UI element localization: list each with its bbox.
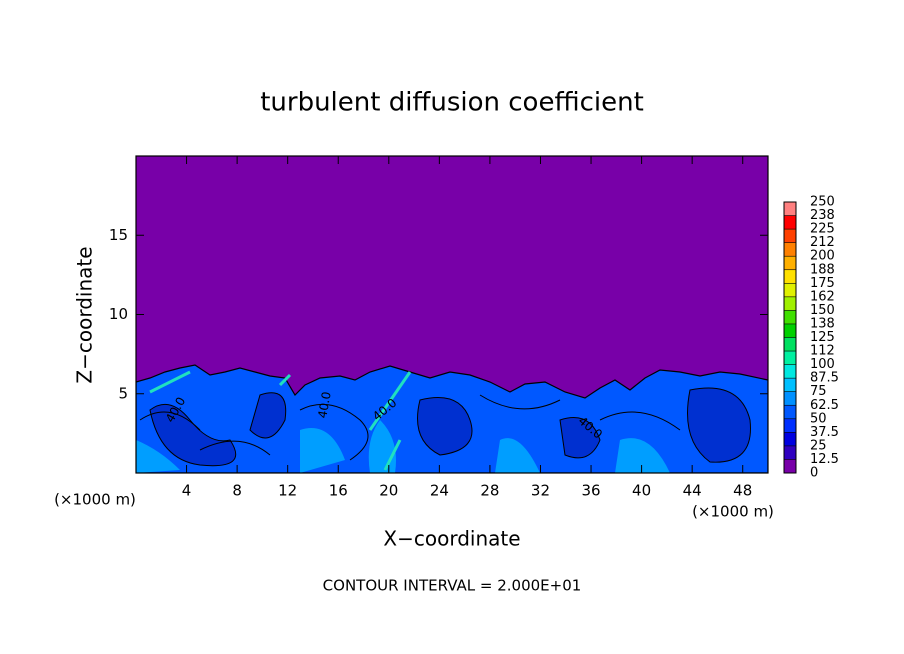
colorbar-bin (784, 459, 796, 473)
colorbar-label: 25 (810, 438, 827, 453)
y-tick-label: 5 (118, 384, 128, 402)
colorbar-label: 87.5 (810, 371, 839, 386)
x-axis-label: X−coordinate (383, 527, 520, 551)
y-unit: (×1000 m) (54, 491, 136, 509)
colorbar-label: 112 (810, 344, 835, 359)
colorbar-bin (784, 229, 796, 243)
colorbar-label: 100 (810, 357, 835, 372)
x-tick-label: 8 (232, 482, 242, 500)
x-tick-label: 32 (531, 482, 550, 500)
colorbar-label: 212 (810, 235, 835, 250)
colorbar-label: 188 (810, 262, 835, 277)
colorbar-bin (784, 202, 796, 216)
colorbar-label: 0 (810, 466, 818, 481)
colorbar-bin (784, 310, 796, 324)
colorbar-bin (784, 432, 796, 446)
x-tick-label: 24 (430, 482, 449, 500)
colorbar-label: 75 (810, 384, 827, 399)
colorbar-bin (784, 215, 796, 230)
colorbar-bin (784, 283, 796, 297)
contour-label: 40.0 (315, 391, 333, 420)
colorbar-bin (784, 391, 796, 406)
colorbar-label: 175 (810, 276, 835, 291)
colorbar-bin (784, 351, 796, 365)
colorbar-bin (784, 256, 796, 270)
cyan-streak (149, 370, 412, 471)
colorbar-bin (784, 242, 796, 257)
x-tick-label: 48 (733, 482, 752, 500)
contour-line (139, 394, 681, 461)
x-tick-label: 28 (480, 482, 499, 500)
colorbar-label: 12.5 (810, 452, 839, 467)
colorbar-label: 200 (810, 249, 835, 264)
x-tick-label: 44 (683, 482, 702, 500)
colorbar-bin (784, 445, 796, 460)
colorbar-label: 37.5 (810, 425, 839, 440)
x-tick-label: 40 (632, 482, 651, 500)
colorbar-bin (784, 296, 796, 311)
light-patch (136, 420, 670, 473)
y-tick-label: 15 (109, 226, 128, 244)
colorbar-bin (784, 269, 796, 284)
colorbar-label: 62.5 (810, 398, 839, 413)
y-tick-label: 10 (109, 305, 128, 323)
chart-title: turbulent diffusion coefficient (260, 88, 644, 118)
colorbar-label: 138 (810, 316, 835, 331)
colorbar-bin (784, 378, 796, 392)
colorbar-label: 125 (810, 330, 835, 345)
x-tick-label: 36 (581, 482, 600, 500)
footer: CONTOUR INTERVAL = 2.000E+01 (323, 577, 582, 595)
colorbar-bin (784, 418, 796, 433)
y-axis-label: Z−coordinate (73, 246, 97, 383)
colorbar-label: 250 (810, 195, 835, 210)
field (136, 156, 768, 473)
x-tick-label: 20 (379, 482, 398, 500)
x-tick-label: 12 (278, 482, 297, 500)
colorbar-bin (784, 364, 796, 379)
colorbar-label: 50 (810, 411, 827, 426)
colorbar-label: 162 (810, 289, 835, 304)
x-unit: (×1000 m) (692, 503, 774, 521)
colorbar-label: 225 (810, 222, 835, 237)
colorbar-label: 238 (810, 208, 835, 223)
colorbar-bin (784, 405, 796, 419)
x-tick-label: 4 (182, 482, 192, 500)
colorbar-bin (784, 323, 796, 338)
x-tick-label: 16 (329, 482, 348, 500)
colorbar-label: 150 (810, 303, 835, 318)
colorbar-bin (784, 337, 796, 352)
dark-patch (149, 387, 751, 467)
